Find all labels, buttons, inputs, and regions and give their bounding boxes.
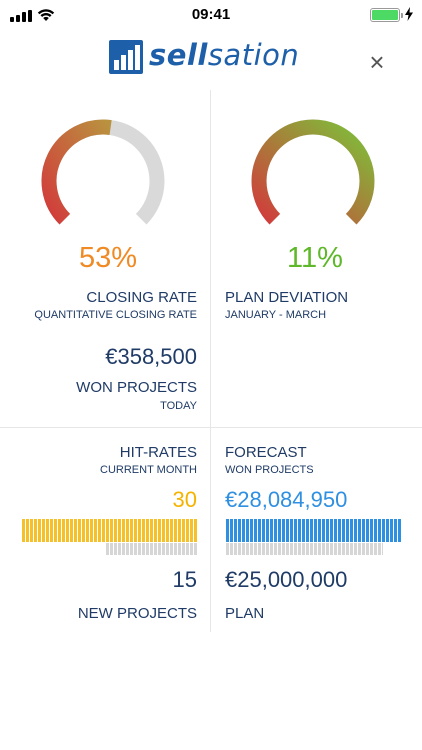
plan-label: PLAN [225,605,265,622]
closing-rate-gauge [41,119,165,225]
battery-icon [370,8,403,22]
hit-rates-plan-bar [106,543,198,555]
close-button[interactable]: × [366,49,388,75]
closing-rate-percent: 53% [78,242,138,274]
status-time: 09:41 [191,6,231,23]
close-icon: × [369,47,385,77]
forecast-subtitle: WON PROJECTS [225,464,314,476]
logo-wordmark: sellsation [149,38,300,72]
plan-deviation-percent: 11% [287,242,343,274]
vertical-divider [210,90,211,632]
won-projects-label: WON PROJECTS [76,379,197,396]
plan-deviation-gauge [251,119,375,225]
plan-deviation-subtitle: JANUARY - MARCH [225,309,327,321]
forecast-plan-bar [226,543,383,555]
new-projects-label: NEW PROJECTS [77,605,197,622]
won-projects-sub: TODAY [160,400,197,412]
plan-deviation-gauge-fill [251,119,375,225]
plan-value: €25,000,000 [225,567,348,592]
forecast-title: FORECAST [225,444,307,461]
forecast-value: €28,084,950 [225,487,348,512]
won-projects-amount: €358,500 [105,344,197,369]
wifi-icon [37,9,55,21]
hit-rates-subtitle: CURRENT MONTH [100,464,197,476]
logo-bars-icon [109,40,143,74]
forecast-bar [226,519,402,542]
hit-rates-value: 30 [172,487,197,512]
hit-rates-title: HIT-RATES [119,444,197,461]
closing-rate-subtitle: QUANTITATIVE CLOSING RATE [34,309,197,321]
closing-rate-gauge-fill [41,119,112,225]
status-bar: 09:41 [0,0,422,32]
plan-deviation-title: PLAN DEVIATION [225,289,349,306]
closing-rate-title: CLOSING RATE [86,289,197,306]
hit-rates-bar [22,519,198,542]
new-projects-value: 15 [172,567,197,592]
signal-icon [10,10,32,22]
charging-bolt-icon [405,7,413,21]
horizontal-divider [0,427,422,428]
